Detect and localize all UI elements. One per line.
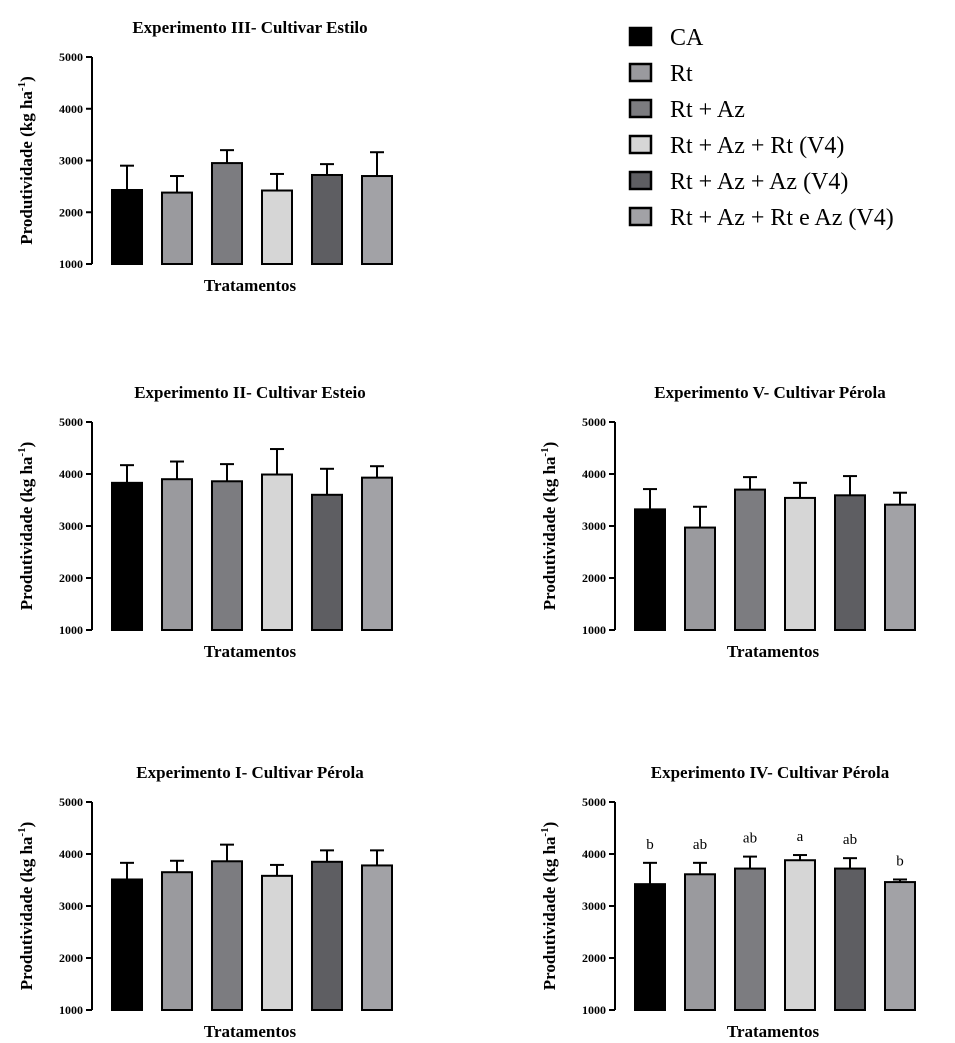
legend-label: Rt + Az + Rt e Az (V4)	[670, 205, 894, 231]
legend-label: CA	[670, 25, 704, 51]
legend-label: Rt + Az + Az (V4)	[670, 169, 848, 195]
y-tick-label: 2000	[59, 951, 83, 965]
bar	[684, 873, 716, 1012]
legend-swatch	[628, 170, 653, 191]
bar	[211, 480, 243, 631]
bar	[361, 476, 393, 632]
bar	[634, 883, 666, 1011]
significance-letter: ab	[693, 837, 707, 853]
bar	[111, 481, 143, 631]
legend-swatch	[628, 134, 653, 155]
chart-panel-4: Experimento I- Cultivar Pérola 1000 2000 30…	[16, 763, 393, 1041]
bar	[361, 175, 393, 265]
bar	[634, 508, 666, 631]
legend-label: Rt	[670, 61, 693, 87]
bar	[161, 191, 193, 266]
bar	[834, 494, 866, 631]
y-tick-label: 4000	[59, 847, 83, 861]
y-tick-label: 2000	[59, 571, 83, 585]
x-axis-label: Tratamentos	[727, 642, 820, 661]
y-tick-label: 4000	[582, 467, 606, 481]
chart-title: Experimento IV- Cultivar Pérola	[651, 763, 890, 782]
bar	[111, 188, 143, 265]
chart-title: Experimento III- Cultivar Estilo	[132, 18, 367, 37]
significance-letter: b	[896, 853, 904, 869]
y-tick-label: 4000	[582, 847, 606, 861]
bar	[784, 859, 816, 1011]
y-tick-label: 3000	[582, 519, 606, 533]
y-tick-label: 1000	[582, 623, 606, 637]
legend-label: Rt + Az + Rt (V4)	[670, 133, 844, 159]
bar	[311, 493, 343, 631]
bar	[211, 860, 243, 1012]
significance-letter: ab	[843, 832, 857, 848]
y-tick-label: 5000	[59, 795, 83, 809]
significance-letter: b	[646, 837, 654, 853]
y-tick-label: 1000	[582, 1003, 606, 1017]
y-axis-label: Produtividade (kg ha-1)	[539, 442, 559, 611]
x-axis-label: Tratamentos	[204, 276, 297, 295]
y-axis-label: Produtividade (kg ha-1)	[16, 442, 36, 611]
legend-swatch	[628, 62, 653, 83]
bar	[261, 874, 293, 1012]
y-tick-label: 1000	[59, 623, 83, 637]
x-axis-label: Tratamentos	[204, 642, 297, 661]
legend-swatch	[628, 26, 653, 47]
bar	[311, 173, 343, 266]
legend-swatch	[628, 98, 653, 119]
bar	[884, 503, 916, 631]
y-tick-label: 3000	[59, 899, 83, 913]
y-tick-label: 4000	[59, 467, 83, 481]
legend-swatch	[628, 206, 653, 227]
y-tick-label: 5000	[59, 415, 83, 429]
bar	[111, 878, 143, 1011]
bar	[211, 162, 243, 265]
y-tick-label: 5000	[582, 415, 606, 429]
chart-panel-5: Experimento IV- Cultivar Pérola 1000 2000 3…	[539, 763, 916, 1041]
y-tick-label: 2000	[582, 571, 606, 585]
chart-panel-1: Experimento III- Cultivar Estilo 1000 2000…	[16, 18, 393, 295]
bar	[161, 478, 193, 632]
legend: CA Rt Rt + Az Rt + Az + Rt (V4) Rt + Az + Az…	[628, 25, 894, 231]
y-tick-label: 1000	[59, 257, 83, 271]
chart-panel-3: Experimento V- Cultivar Pérola 1000 2000 30…	[539, 383, 916, 661]
chart-title: Experimento V- Cultivar Pérola	[654, 383, 886, 402]
significance-letter: ab	[743, 831, 757, 847]
significance-letter: a	[797, 829, 804, 845]
y-tick-label: 3000	[582, 899, 606, 913]
chart-title: Experimento II- Cultivar Esteio	[134, 383, 366, 402]
bar	[734, 488, 766, 631]
chart-panel-2: Experimento II- Cultivar Esteio 1000 2000 3…	[16, 383, 393, 661]
bar	[684, 526, 716, 631]
y-tick-label: 3000	[59, 154, 83, 168]
y-tick-label: 2000	[582, 951, 606, 965]
y-tick-label: 4000	[59, 102, 83, 116]
bar	[261, 473, 293, 631]
bar	[734, 867, 766, 1011]
bar	[884, 881, 916, 1012]
y-tick-label: 3000	[59, 519, 83, 533]
bar	[834, 867, 866, 1011]
legend-label: Rt + Az	[670, 97, 745, 123]
bar	[261, 189, 293, 265]
bar	[311, 860, 343, 1011]
y-tick-label: 5000	[59, 50, 83, 64]
y-tick-label: 1000	[59, 1003, 83, 1017]
y-axis-label: Produtividade (kg ha-1)	[16, 76, 36, 245]
chart-title: Experimento I- Cultivar Pérola	[136, 763, 364, 782]
x-axis-label: Tratamentos	[727, 1022, 820, 1041]
bar	[784, 496, 816, 632]
y-axis-label: Produtividade (kg ha-1)	[16, 822, 36, 991]
bar	[361, 864, 393, 1011]
bar	[161, 871, 193, 1012]
x-axis-label: Tratamentos	[204, 1022, 297, 1041]
y-tick-label: 2000	[59, 205, 83, 219]
y-tick-label: 5000	[582, 795, 606, 809]
y-axis-label: Produtividade (kg ha-1)	[539, 822, 559, 991]
